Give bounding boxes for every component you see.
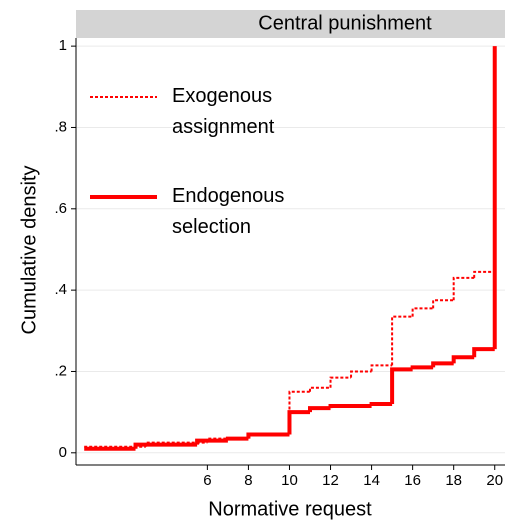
chart-title: Central punishment — [258, 12, 432, 34]
step-segment — [308, 406, 331, 413]
y-tick-label: .6 — [54, 200, 67, 217]
step-segment — [309, 386, 331, 392]
step-segment — [473, 270, 495, 278]
x-tick-label: 6 — [203, 472, 211, 489]
y-tick-label: .4 — [54, 281, 67, 298]
x-tick-label: 16 — [404, 472, 421, 489]
y-axis-title: Cumulative density — [18, 166, 40, 335]
step-segment — [369, 402, 393, 407]
step-segment — [432, 299, 454, 309]
y-tick-label: .8 — [54, 118, 67, 135]
step-segment — [451, 355, 475, 364]
y-tick-label: 1 — [59, 37, 67, 54]
x-tick-label: 12 — [322, 472, 339, 489]
step-segment — [195, 438, 228, 445]
step-segment — [390, 367, 413, 404]
step-segment — [431, 361, 454, 368]
x-tick-label: 20 — [486, 472, 503, 489]
step-segment — [410, 365, 434, 370]
step-segment — [411, 307, 434, 317]
step-segment — [328, 404, 372, 409]
step-segment — [472, 347, 495, 358]
y-tick-label: .2 — [54, 362, 67, 379]
step-segment — [370, 364, 393, 372]
step-segment — [288, 390, 310, 435]
step-segment — [287, 410, 310, 435]
step-segment — [350, 370, 372, 378]
x-tick-label: 14 — [363, 472, 380, 489]
x-axis-title: Normative request — [208, 498, 372, 520]
x-tick-label: 10 — [281, 472, 298, 489]
step-segment — [391, 315, 413, 366]
x-tick-label: 8 — [244, 472, 252, 489]
y-tick-label: 0 — [59, 444, 67, 461]
legend-label: Endogenous selection — [172, 185, 285, 238]
step-segment — [225, 436, 249, 441]
step-segment — [452, 276, 475, 301]
legend-label: Exogenous assignment — [172, 85, 275, 138]
step-segment — [329, 376, 352, 388]
x-tick-label: 18 — [445, 472, 462, 489]
title-band — [76, 10, 505, 38]
step-segment — [133, 442, 198, 449]
step-segment — [246, 432, 290, 439]
